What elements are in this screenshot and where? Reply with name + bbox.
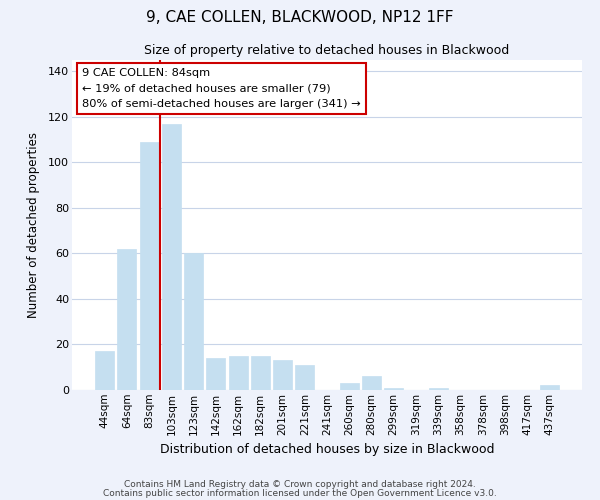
Bar xyxy=(251,356,270,390)
Bar xyxy=(140,142,158,390)
Bar xyxy=(162,124,181,390)
Bar xyxy=(362,376,381,390)
Bar xyxy=(206,358,225,390)
Bar xyxy=(95,352,114,390)
Bar xyxy=(118,249,136,390)
Bar xyxy=(229,356,248,390)
Text: Contains HM Land Registry data © Crown copyright and database right 2024.: Contains HM Land Registry data © Crown c… xyxy=(124,480,476,489)
Title: Size of property relative to detached houses in Blackwood: Size of property relative to detached ho… xyxy=(145,44,509,58)
X-axis label: Distribution of detached houses by size in Blackwood: Distribution of detached houses by size … xyxy=(160,443,494,456)
Bar xyxy=(429,388,448,390)
Text: Contains public sector information licensed under the Open Government Licence v3: Contains public sector information licen… xyxy=(103,489,497,498)
Text: 9, CAE COLLEN, BLACKWOOD, NP12 1FF: 9, CAE COLLEN, BLACKWOOD, NP12 1FF xyxy=(146,10,454,25)
Bar xyxy=(384,388,403,390)
Bar xyxy=(295,365,314,390)
Bar xyxy=(340,383,359,390)
Y-axis label: Number of detached properties: Number of detached properties xyxy=(27,132,40,318)
Bar xyxy=(540,386,559,390)
Bar xyxy=(184,254,203,390)
Bar xyxy=(273,360,292,390)
Text: 9 CAE COLLEN: 84sqm
← 19% of detached houses are smaller (79)
80% of semi-detach: 9 CAE COLLEN: 84sqm ← 19% of detached ho… xyxy=(82,68,361,108)
